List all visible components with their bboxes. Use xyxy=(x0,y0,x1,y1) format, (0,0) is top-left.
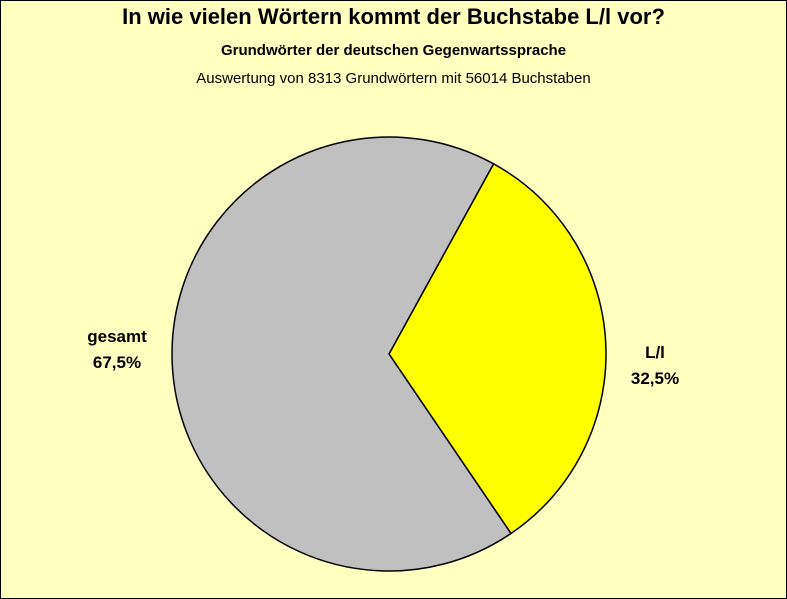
pie-labels: L/l 32,5% gesamt 67,5% xyxy=(87,327,679,388)
slice-label-percent: 32,5% xyxy=(631,369,679,388)
chart-title: In wie vielen Wörtern kommt der Buchstab… xyxy=(122,4,665,29)
pie-slice-gesamt xyxy=(171,136,512,572)
chart-subtitle: Grundwörter der deutschen Gegenwartsspra… xyxy=(220,42,567,59)
pie-slices xyxy=(171,136,607,572)
slice-label-percent: 67,5% xyxy=(93,353,141,372)
slice-label-name: L/l xyxy=(645,343,665,362)
slice-label-name: gesamt xyxy=(87,327,147,346)
chart-subtitle-detail: Auswertung von 8313 Grundwörtern mit 560… xyxy=(196,70,591,87)
